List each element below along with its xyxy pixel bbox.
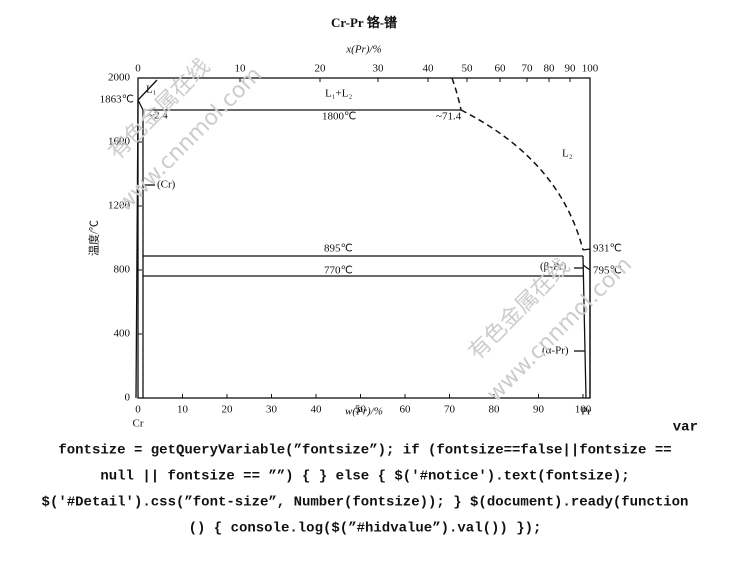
- region-label: L₂: [562, 148, 573, 160]
- bottom-tick-label: 10: [177, 404, 189, 416]
- left-tick-label: 1200: [108, 200, 131, 212]
- bottom-tick-label: 40: [311, 404, 323, 416]
- bottom-tick-label: 70: [444, 404, 456, 416]
- region-label: Pr: [581, 406, 591, 418]
- bottom-tick-label: 60: [400, 404, 412, 416]
- region-label: (Cr): [157, 179, 176, 191]
- region-label: L₁+L₂: [325, 88, 352, 100]
- left-tick-label: 1600: [108, 136, 131, 148]
- frame: [137, 77, 591, 399]
- left-axis-label: 温度/℃: [87, 220, 101, 256]
- top-tick-label: 70: [522, 63, 534, 75]
- code-line: null || fontsize == ””) { } else { $('#n…: [100, 469, 629, 485]
- top-axis-label: x(Pr)/%: [345, 44, 381, 56]
- region-label: 770℃: [324, 265, 353, 277]
- region-label: ~71.4: [436, 111, 462, 123]
- pr-side-lines: [582, 248, 591, 399]
- code-line: $('#Detail').css(”font-size”, Number(fon…: [42, 495, 689, 511]
- left-tick-label: 800: [114, 264, 131, 276]
- region-label: 931℃: [593, 243, 622, 255]
- code-line: () { console.log($(”#hidvalue”).val()) }…: [189, 521, 542, 537]
- liquidus-l2: [460, 109, 584, 251]
- bottom-tick-label: 30: [266, 404, 278, 416]
- code-line: fontsize = getQueryVariable(”fontsize”);…: [58, 443, 671, 459]
- bottom-tick-label: 50: [355, 404, 367, 416]
- top-tick-label: 20: [315, 63, 327, 75]
- phase-diagram: Cr-Pr 铬-镨 x(Pr)/% w(Pr)/% 温度/℃: [87, 15, 591, 418]
- left-tick-label: 2000: [108, 72, 131, 84]
- code-line: var: [673, 420, 698, 436]
- region-label: 895℃: [324, 243, 353, 255]
- region-label: (β-Pr): [540, 261, 567, 273]
- top-tick-label: 50: [462, 63, 474, 75]
- region-label: (α-Pr): [542, 345, 569, 357]
- left-tick-label: 400: [114, 328, 131, 340]
- region-label: 1863℃: [100, 94, 134, 106]
- top-tick-label: 100: [582, 63, 599, 75]
- region-label: 795℃: [593, 265, 622, 277]
- top-tick-label: 80: [544, 63, 556, 75]
- title: Cr-Pr 铬-镨: [331, 15, 397, 30]
- region-label: 1800℃: [322, 111, 356, 123]
- bottom-axis-label: w(Pr)/%: [345, 406, 383, 418]
- region-label: Cr: [133, 418, 144, 430]
- miscibility-dome: [451, 77, 462, 111]
- bottom-tick-label: 90: [533, 404, 545, 416]
- bottom-tick-label: 0: [135, 404, 141, 416]
- top-tick-label: 10: [235, 63, 247, 75]
- region-label: ~2.4: [148, 110, 168, 122]
- bottom-tick-label: 20: [222, 404, 234, 416]
- bottom-tick-label: 100: [575, 404, 592, 416]
- region-label: L₁: [146, 84, 157, 96]
- top-tick-label: 60: [495, 63, 507, 75]
- top-tick-label: 40: [423, 63, 435, 75]
- top-tick-label: 90: [565, 63, 577, 75]
- top-tick-label: 0: [135, 63, 141, 75]
- left-tick-label: 0: [125, 392, 131, 404]
- bottom-tick-label: 80: [489, 404, 501, 416]
- liquidus-l1: [137, 79, 158, 101]
- top-tick-label: 30: [373, 63, 385, 75]
